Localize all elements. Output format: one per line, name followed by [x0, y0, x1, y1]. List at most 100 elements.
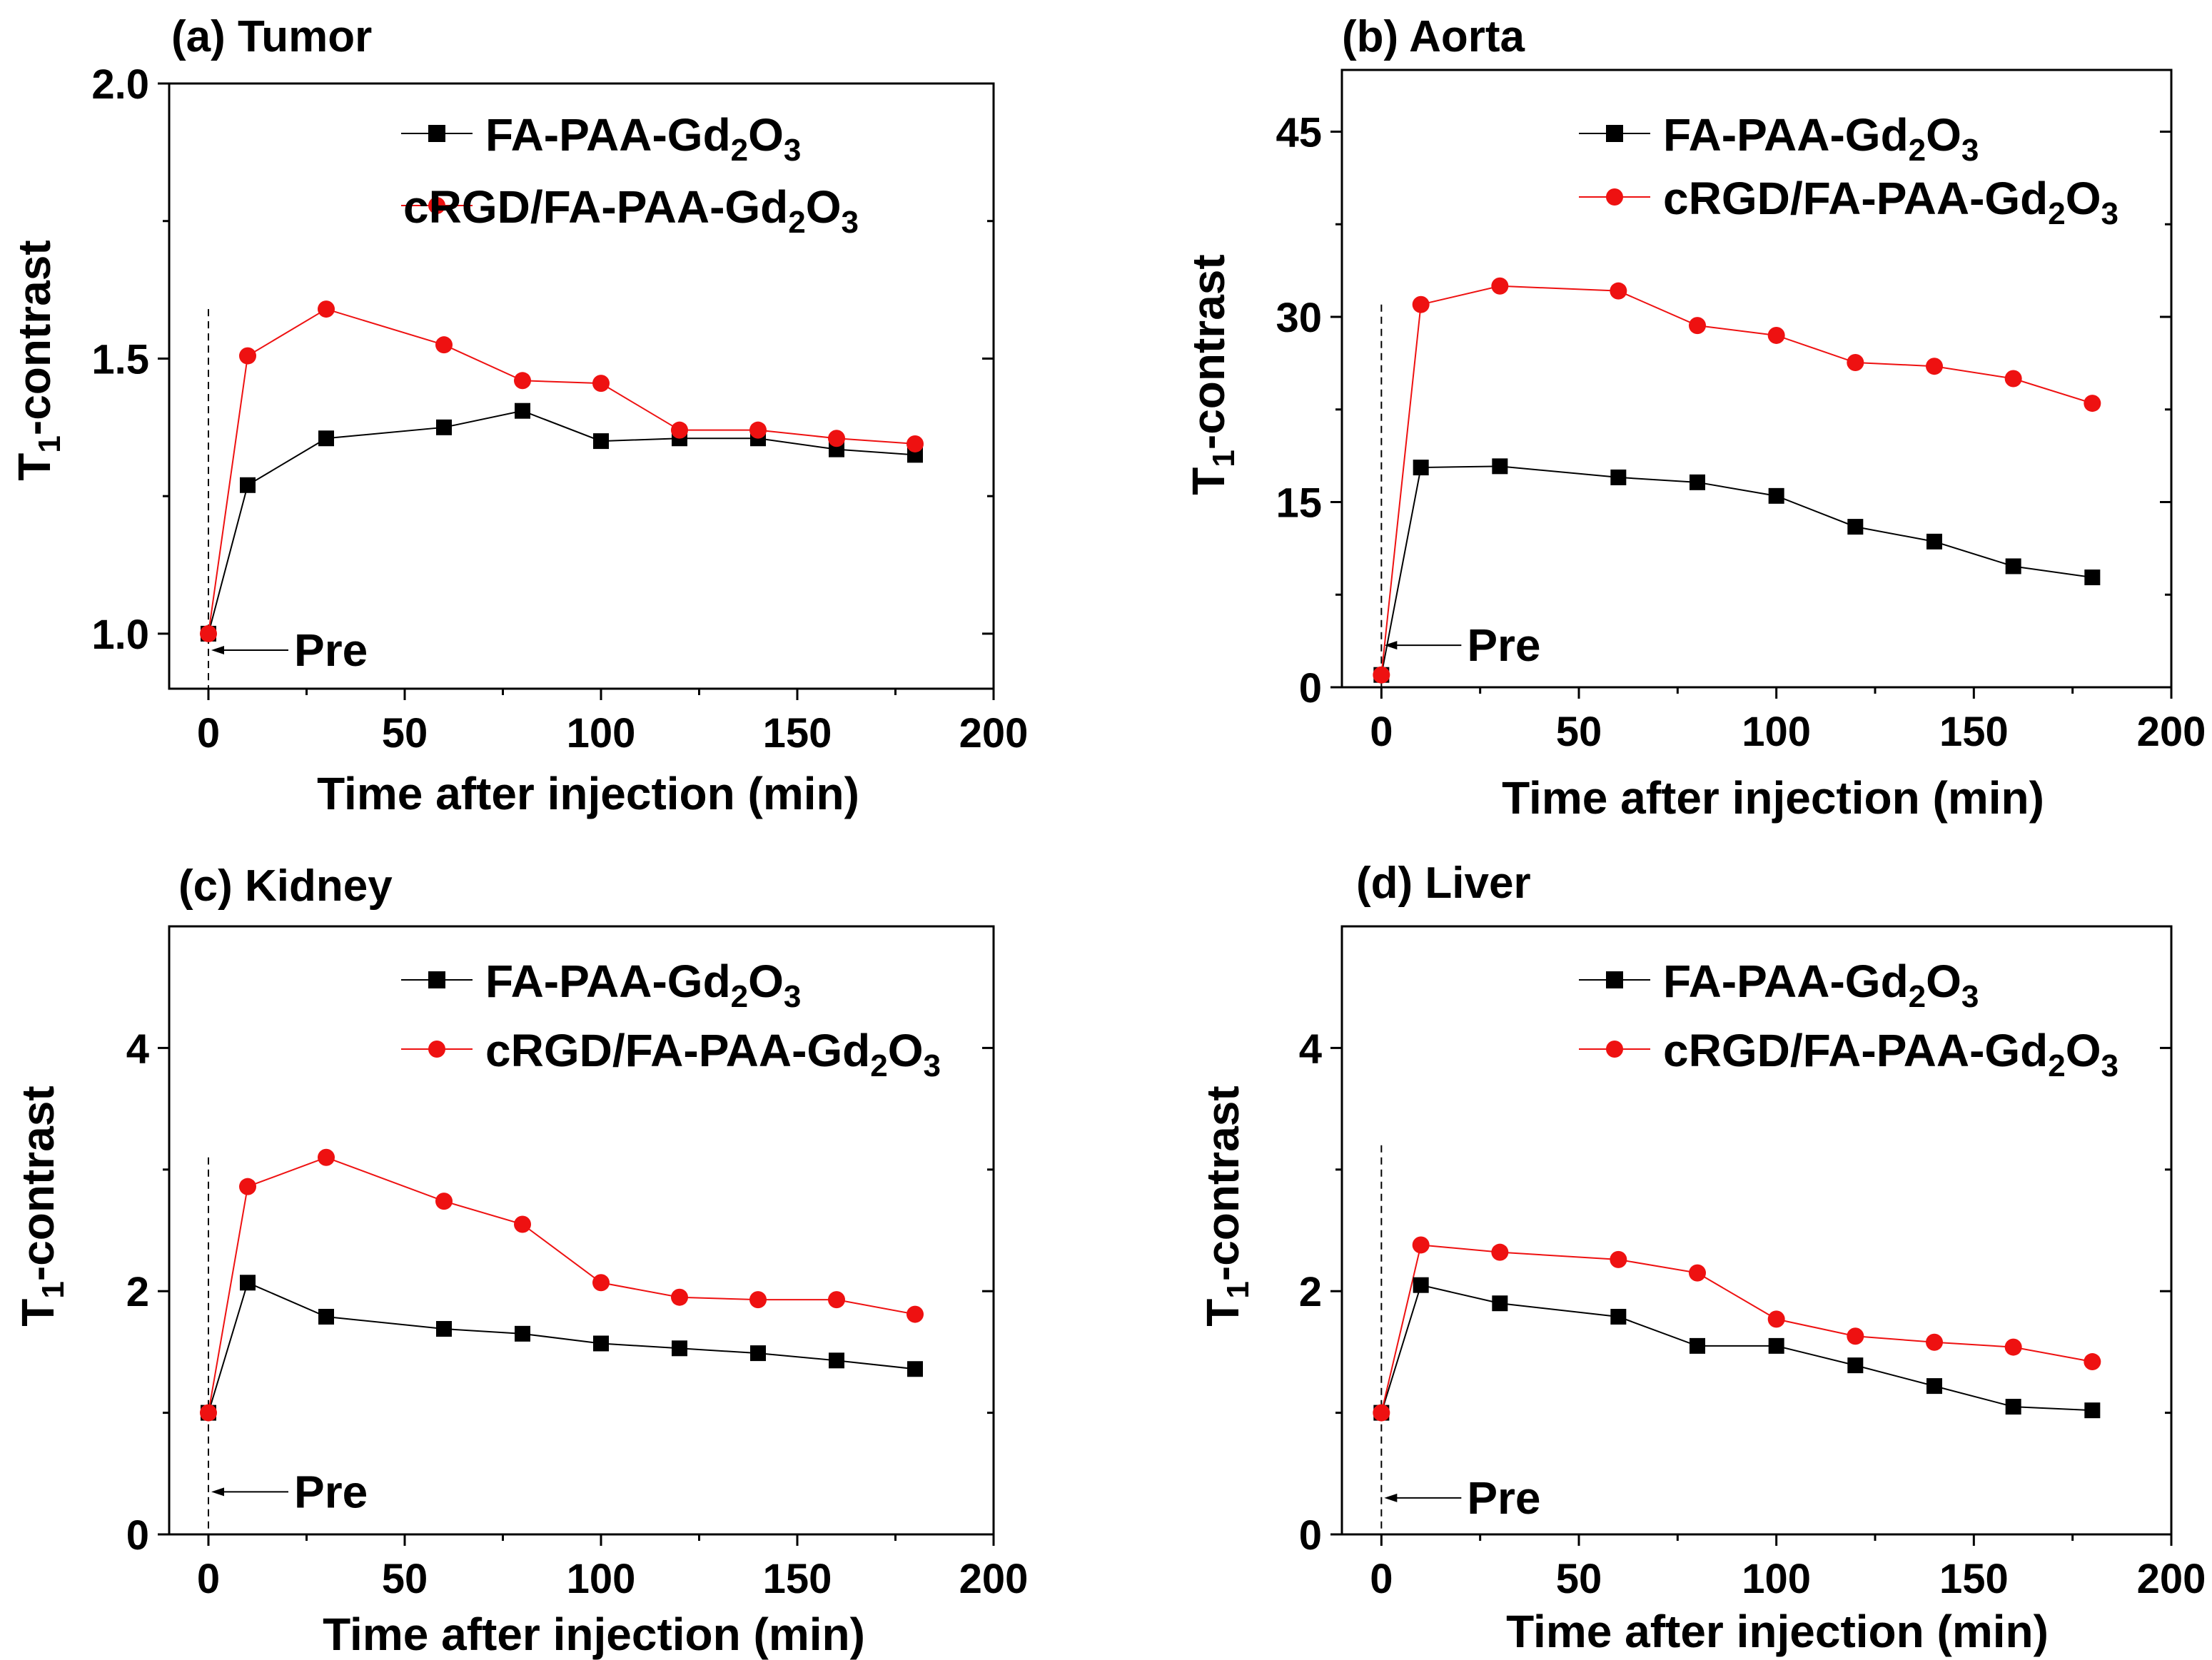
y-tick-label: 0 [1299, 1512, 1322, 1559]
data-point-fa [593, 1335, 609, 1352]
x-tick-label: 200 [959, 1556, 1029, 1602]
data-point-fa [2084, 570, 2101, 586]
panel-title: (c) Kidney [178, 861, 393, 911]
series-line-fa [1380, 1284, 2093, 1413]
data-point-crgd [2004, 1338, 2022, 1356]
x-tick-label: 200 [959, 710, 1029, 756]
y-tick-label: 1.5 [91, 336, 149, 383]
legend-marker-fa [428, 971, 445, 988]
data-point-crgd [671, 421, 688, 439]
y-tick-label: 1.0 [91, 612, 149, 658]
y-axis-label-subscript: 1 [36, 1281, 71, 1298]
data-point-crgd [1847, 354, 1864, 372]
data-point-crgd [435, 1193, 453, 1210]
data-point-fa [1610, 1308, 1627, 1325]
data-point-crgd [2084, 1353, 2101, 1371]
data-point-crgd [1767, 1310, 1785, 1328]
legend-marker-fa [1606, 125, 1623, 142]
data-point-crgd [1767, 326, 1785, 344]
data-point-crgd [200, 1404, 217, 1422]
x-tick-label: 200 [2137, 1556, 2206, 1602]
data-point-crgd [514, 372, 531, 390]
data-point-fa [436, 419, 452, 435]
data-point-fa [1768, 487, 1784, 504]
x-tick-label: 100 [1742, 709, 1811, 755]
x-axis-label: Time after injection (min) [317, 768, 859, 819]
legend-label-crgd-text: cRGD/FA-PAA-Gd2O3 [403, 181, 859, 240]
data-point-fa [1690, 474, 1705, 490]
legend: FA-PAA-Gd2O3 cRGD/FA-PAA-Gd2O3 [401, 109, 859, 240]
x-tick-label: 150 [1939, 709, 2009, 755]
axes-frame [168, 82, 995, 690]
panel-aorta: 0 50 100 150 200 0 15 30 45 Pre (b) Aorta T1-cont… [1183, 12, 2206, 824]
x-tick-label: 50 [1556, 1556, 1602, 1602]
data-point-fa [2005, 1399, 2021, 1415]
data-point-crgd [318, 1148, 335, 1166]
data-point-fa [240, 1275, 256, 1291]
pre-annotation-label: Pre [294, 1466, 368, 1517]
plot-area: 0 50 100 150 200 0 15 30 45 Pre [1276, 69, 2206, 755]
data-point-crgd [749, 421, 767, 439]
panel-tumor: 0 50 100 150 200 1.0 1.5 2.0 Pre (a) Tumor T1-co… [9, 12, 1028, 819]
series-line-crgd [208, 1156, 916, 1413]
y-tick-label: 2 [126, 1269, 149, 1315]
axes-frame [168, 925, 995, 1536]
panel-kidney: 0 50 100 150 200 0 2 4 Pre (c) Kidney T1-contras… [12, 861, 1028, 1660]
data-point-crgd [514, 1215, 531, 1233]
data-point-fa [672, 1340, 687, 1357]
data-point-crgd [1926, 1333, 1943, 1351]
data-point-fa [240, 477, 256, 493]
legend-label-crgd-text: cRGD/FA-PAA-Gd2O3 [1663, 173, 2118, 231]
data-point-crgd [1491, 1243, 1509, 1261]
axes-frame [1340, 69, 2173, 689]
y-tick-label: 15 [1276, 480, 1322, 527]
y-tick-label: 0 [126, 1512, 149, 1559]
data-point-crgd [1610, 282, 1627, 300]
data-point-crgd [1412, 1236, 1430, 1254]
data-point-fa [1413, 460, 1429, 476]
legend-marker-fa [428, 125, 445, 142]
x-tick-label: 150 [763, 710, 832, 756]
data-point-fa [1847, 519, 1864, 535]
data-point-crgd [828, 430, 845, 447]
legend-marker-crgd [428, 197, 445, 214]
data-point-fa [515, 403, 530, 419]
series-line-crgd [1380, 285, 2093, 675]
y-axis-label-subscript: 1 [1221, 1281, 1256, 1298]
x-tick-label: 0 [197, 710, 220, 756]
data-point-crgd [1689, 317, 1706, 335]
pre-annotation-label: Pre [1467, 1472, 1540, 1524]
data-point-crgd [2004, 370, 2022, 388]
panel-title: (a) Tumor [171, 12, 372, 61]
data-point-fa [1413, 1277, 1429, 1293]
data-point-crgd [318, 300, 335, 318]
data-point-crgd [200, 624, 217, 642]
pre-annotation-label: Pre [1467, 619, 1540, 671]
data-point-fa [2005, 558, 2021, 575]
y-axis-label: T1-contrast [1183, 254, 1241, 495]
plot-area: 0 50 100 150 200 1.0 1.5 2.0 Pre [91, 61, 1028, 756]
series-line-fa [208, 1281, 916, 1413]
legend-marker-crgd [1606, 188, 1623, 206]
plot-area: 0 50 100 150 200 0 2 4 Pre [1299, 925, 2206, 1602]
data-point-fa [907, 1361, 923, 1377]
data-point-crgd [1373, 1404, 1390, 1422]
legend-label-fa: FA-PAA-Gd2O3 [1663, 109, 1979, 168]
panel-liver: 0 50 100 150 200 0 2 4 Pre (d) Liver T1-contrast… [1197, 859, 2206, 1657]
x-tick-label: 0 [1370, 1556, 1393, 1602]
legend-label-fa: FA-PAA-Gd2O3 [1663, 956, 1979, 1014]
x-tick-label: 50 [382, 1556, 428, 1602]
data-point-fa [318, 1308, 334, 1325]
data-point-crgd [1689, 1264, 1706, 1282]
data-point-fa [829, 1352, 844, 1369]
series-line-crgd [1380, 1244, 2093, 1413]
pre-annotation-label: Pre [294, 624, 368, 676]
pre-arrow-head [1384, 641, 1398, 650]
legend-label-crgd-text: cRGD/FA-PAA-Gd2O3 [485, 1025, 941, 1083]
data-point-fa [750, 1345, 766, 1362]
plot-area: 0 50 100 150 200 0 2 4 Pre [126, 925, 1029, 1602]
panel-title: (b) Aorta [1342, 12, 1525, 61]
data-point-crgd [592, 375, 610, 393]
legend-label-fa: FA-PAA-Gd2O3 [485, 109, 801, 168]
x-tick-label: 200 [2137, 709, 2206, 755]
